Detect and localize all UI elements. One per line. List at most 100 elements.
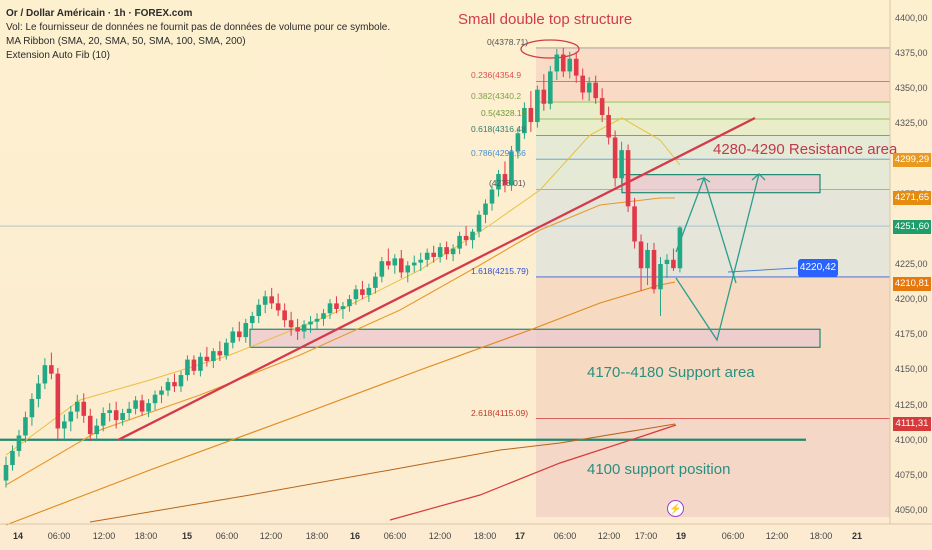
- rising-trendline: [117, 116, 756, 442]
- fib-level-label: 0.618(4316.48: [471, 124, 526, 135]
- candle-body: [528, 107, 534, 123]
- time-tick: 15: [181, 531, 193, 541]
- fib-level-label: 0.786(4299.56: [471, 148, 526, 159]
- candle-body: [49, 365, 54, 374]
- candle-body: [450, 248, 456, 255]
- price-tick: 4050,00: [895, 505, 928, 515]
- time-tick: 18:00: [473, 531, 497, 541]
- price-tick: 4100,00: [895, 434, 928, 445]
- candle-body: [593, 82, 598, 99]
- time-tick: 06:00: [383, 531, 407, 541]
- support-4100-annotation: 4100 support position: [587, 461, 731, 478]
- price-tick: 4350,00: [895, 83, 928, 94]
- candle-body: [632, 206, 637, 242]
- candle-body: [502, 174, 508, 186]
- fib-zone-ext3: [536, 418, 890, 518]
- price-badge: 4210,81: [893, 276, 931, 291]
- candle-body: [178, 375, 184, 387]
- candle-body: [301, 324, 307, 332]
- candle-body: [658, 264, 663, 290]
- price-badge: 4111,31: [893, 416, 931, 431]
- candle-body: [236, 331, 242, 338]
- candle-body: [94, 425, 100, 435]
- candle-body: [113, 410, 119, 421]
- candle-body: [444, 247, 449, 255]
- zone-resistance: [621, 174, 821, 194]
- candle-body: [411, 262, 417, 266]
- lightning-event-icon[interactable]: ⚡: [667, 500, 684, 517]
- candle-body: [275, 303, 281, 311]
- candle-body: [295, 327, 300, 332]
- candle-body: [107, 410, 112, 414]
- candle-body: [360, 289, 365, 295]
- candle-body: [62, 421, 67, 429]
- candle-body: [152, 394, 158, 404]
- candle-body: [262, 296, 268, 305]
- candle-body: [159, 390, 164, 395]
- candle-body: [612, 137, 618, 179]
- fib-level-label: 0.5(4328.16: [481, 107, 527, 118]
- candle-body: [522, 107, 527, 134]
- fib-level-label: 0.236(4354.9: [471, 70, 522, 81]
- candle-body: [515, 133, 521, 152]
- fib-level-label: 0(4378.71): [487, 36, 529, 47]
- candle-body: [198, 356, 203, 371]
- candle-body: [405, 265, 411, 273]
- time-tick: 12:00: [259, 531, 283, 541]
- candle-body: [321, 313, 326, 319]
- candle-body: [586, 82, 592, 93]
- candle-body: [548, 71, 553, 104]
- candle-body: [74, 401, 80, 412]
- time-tick: 18:00: [134, 531, 158, 541]
- candle-body: [619, 150, 624, 179]
- sma-20-line: [5, 117, 681, 456]
- candle-body: [373, 276, 378, 288]
- candle-body: [606, 114, 611, 138]
- candle-body: [437, 247, 443, 257]
- ma-ribbon-legend[interactable]: MA Ribbon (SMA, 20, SMA, 50, SMA, 100, S…: [6, 36, 246, 47]
- volume-note: Vol: Le fournisseur de données ne fourni…: [6, 22, 391, 33]
- double-top-ellipse: [520, 39, 580, 59]
- time-tick: 12:00: [92, 531, 116, 541]
- candle-body: [509, 151, 514, 186]
- candle-body: [476, 214, 482, 232]
- candle-body: [379, 261, 385, 277]
- time-tick: 18:00: [305, 531, 329, 541]
- candle-body: [366, 287, 372, 295]
- candle-body: [457, 235, 462, 249]
- price-badge: 4299,29: [893, 152, 931, 167]
- price-tick: 4125,00: [895, 399, 928, 410]
- candle-body: [36, 383, 41, 399]
- candle-body: [334, 303, 339, 309]
- candle-body: [68, 411, 74, 422]
- fib-level-label: 0.382(4340.2: [471, 91, 522, 102]
- candle-body: [418, 259, 424, 263]
- price-tick: 4175,00: [895, 329, 928, 340]
- candle-body: [100, 413, 106, 426]
- candle-body: [560, 54, 566, 72]
- candle-body: [580, 75, 586, 93]
- candle-body: [269, 296, 274, 304]
- current-price-connector: [727, 267, 798, 273]
- candle-body: [172, 382, 177, 387]
- time-tick: 06:00: [47, 531, 71, 541]
- candle-body: [133, 400, 138, 409]
- candle-body: [398, 258, 404, 273]
- candle-body: [87, 415, 93, 435]
- candle-body: [81, 401, 87, 416]
- candle-body: [392, 258, 398, 266]
- candle-body: [16, 435, 22, 451]
- candle-body: [599, 98, 605, 115]
- fib-level-label: (4278.01): [489, 178, 526, 189]
- candle-body: [541, 89, 547, 104]
- time-tick: 06:00: [553, 531, 577, 541]
- projection-arrowhead-b: [696, 177, 711, 183]
- candle-body: [23, 417, 28, 436]
- candle-body: [573, 58, 579, 76]
- time-tick: 17:00: [634, 531, 658, 541]
- fib-extension-legend[interactable]: Extension Auto Fib (10): [6, 50, 110, 61]
- chart-title: Or / Dollar Américain · 1h · FOREX.com: [6, 8, 193, 19]
- projection-path-a: [675, 173, 760, 342]
